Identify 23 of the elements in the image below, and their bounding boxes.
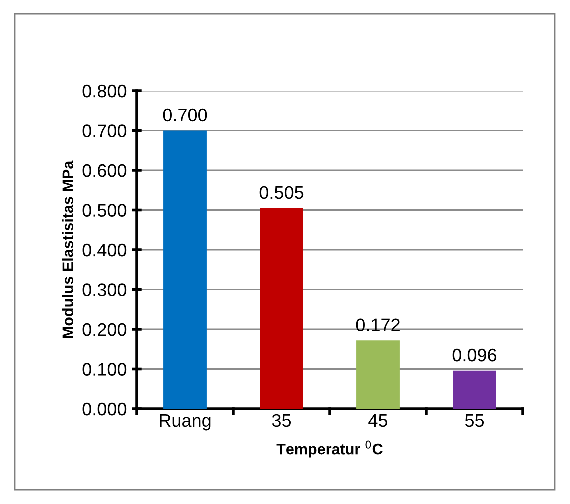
x-tick-label: 45 — [368, 414, 388, 428]
y-tick-label: 0.300 — [82, 284, 127, 296]
y-tick-label: 0.800 — [82, 84, 127, 98]
bar — [453, 370, 496, 409]
y-axis-title: Modulus Elastisitas MPa — [62, 160, 74, 338]
y-tick-label: 0.600 — [82, 164, 127, 178]
data-label: 0.172 — [356, 318, 400, 332]
data-label: 0.700 — [163, 108, 208, 122]
y-tick-label: 0.200 — [82, 323, 127, 336]
y-tick-label: 0.100 — [82, 363, 127, 376]
data-label: 0.096 — [452, 348, 497, 362]
y-tick-label: 0.400 — [82, 244, 127, 257]
bar — [356, 340, 400, 409]
x-tick-label: 55 — [465, 414, 484, 428]
x-axis-title: Temperatur $^{0}$C — [276, 440, 383, 458]
y-tick-label: 0.700 — [82, 124, 127, 138]
data-label: 0.505 — [260, 186, 304, 200]
y-tick-label: 0.500 — [82, 204, 127, 217]
bar — [164, 130, 207, 409]
x-tick-label: 35 — [272, 414, 292, 428]
bar — [260, 208, 304, 409]
x-tick-label: Ruang — [160, 414, 211, 431]
y-tick-label: 0.000 — [82, 402, 127, 416]
